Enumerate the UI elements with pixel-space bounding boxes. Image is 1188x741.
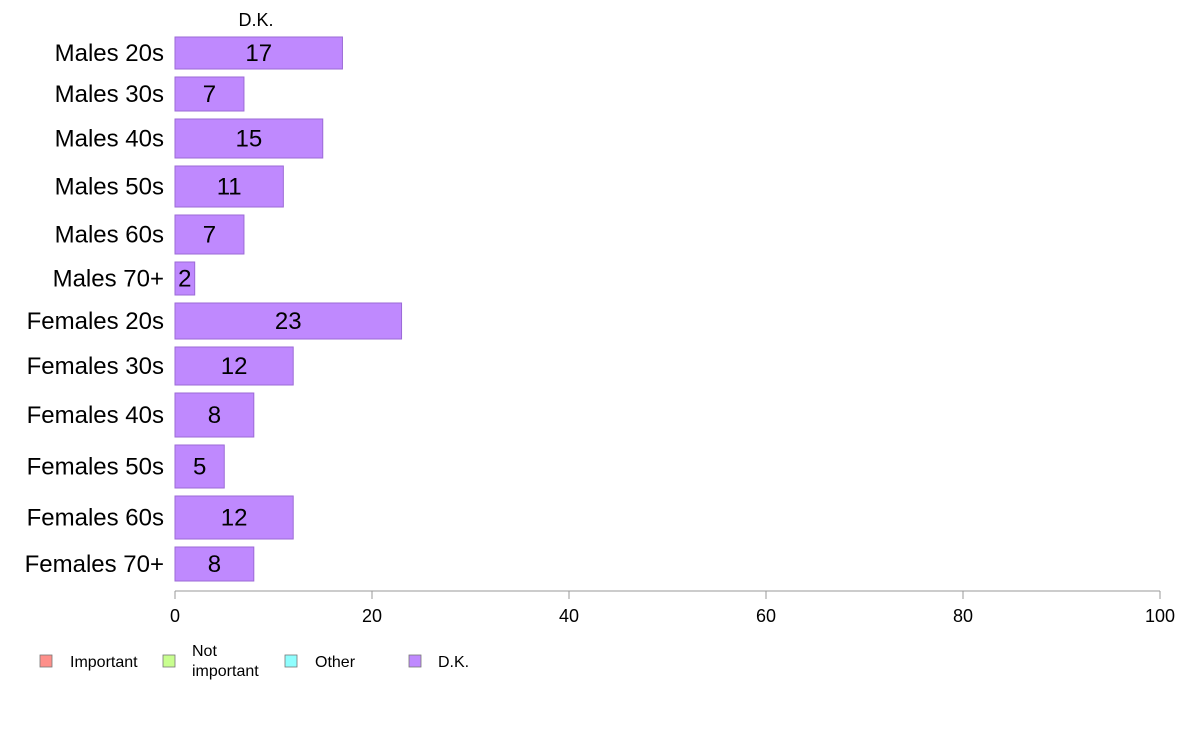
legend-swatch — [408, 654, 422, 668]
x-tick-label: 0 — [170, 606, 180, 626]
data-label: 7 — [203, 222, 216, 249]
data-label: 11 — [217, 174, 242, 201]
x-axis: 0 20 40 60 80 100 — [170, 590, 1175, 626]
bar — [174, 76, 245, 112]
bar — [174, 118, 324, 159]
data-label: 8 — [208, 402, 221, 429]
category-label: Females 60s — [27, 505, 164, 532]
legend-label: Other — [315, 654, 356, 671]
x-tick-label: 80 — [953, 606, 973, 626]
category-label: Males 70+ — [53, 266, 164, 293]
legend-label: D.K. — [438, 654, 469, 671]
bar — [174, 495, 294, 540]
x-tick-label: 40 — [559, 606, 579, 626]
category-label: Females 50s — [27, 454, 164, 481]
category-label: Males 40s — [55, 126, 164, 153]
legend-swatch — [284, 654, 298, 668]
bar — [174, 444, 225, 489]
data-label: 2 — [178, 266, 191, 293]
data-label: 23 — [275, 308, 302, 335]
x-tick-label: 100 — [1145, 606, 1175, 626]
legend-label: Important — [70, 654, 138, 671]
data-label: 7 — [203, 81, 216, 108]
legend: Important Not important Other D.K. — [39, 643, 469, 680]
bar — [174, 261, 196, 296]
legend-swatch — [162, 654, 176, 668]
column-title: D.K. — [238, 10, 273, 30]
data-label: 5 — [193, 454, 206, 481]
legend-swatch — [39, 654, 53, 668]
data-label: 12 — [221, 353, 248, 380]
bar — [174, 36, 343, 70]
x-tick-label: 60 — [756, 606, 776, 626]
category-label: Males 50s — [55, 174, 164, 201]
category-label: Males 30s — [55, 81, 164, 108]
data-label: 17 — [245, 40, 272, 67]
legend-label: Not important — [192, 643, 259, 680]
category-labels: Males 20s Males 30s Males 40s Males 50s Male… — [25, 40, 164, 578]
bar — [174, 302, 403, 340]
bar — [174, 346, 294, 386]
bar — [174, 214, 245, 255]
data-label: 15 — [236, 126, 263, 153]
bar — [174, 392, 255, 438]
x-tick-label: 20 — [362, 606, 382, 626]
category-label: Females 30s — [27, 353, 164, 380]
category-label: Females 20s — [27, 308, 164, 335]
category-label: Males 20s — [55, 40, 164, 67]
bar — [174, 546, 255, 582]
category-label: Females 40s — [27, 402, 164, 429]
data-label: 8 — [208, 551, 221, 578]
category-label: Females 70+ — [25, 551, 164, 578]
data-label: 12 — [221, 505, 248, 532]
category-label: Males 60s — [55, 222, 164, 249]
bar — [174, 165, 284, 208]
